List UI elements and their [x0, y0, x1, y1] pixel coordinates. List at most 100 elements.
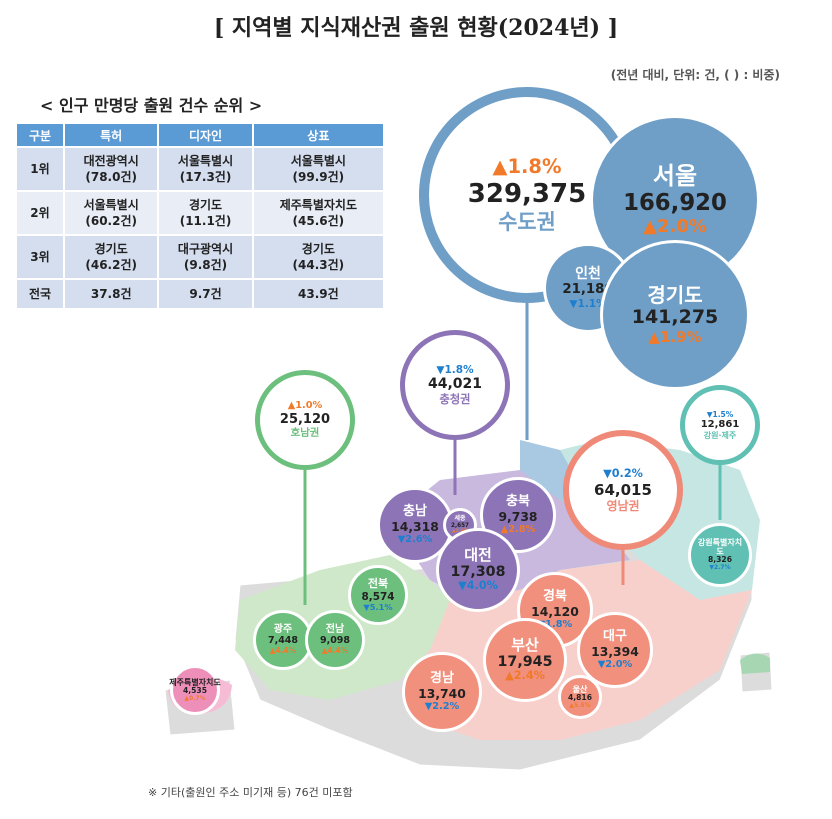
region-circle: 울산 4,816 ▲5.5% [558, 675, 602, 719]
group-value: 44,021 [427, 376, 483, 393]
table-cell: 2위 [17, 192, 63, 234]
group-name: 충청권 [439, 392, 471, 406]
region-value: 2,657 [451, 522, 469, 529]
table-cell: 서울특별시 (17.3건) [159, 148, 252, 190]
group-change: ▼1.5% [706, 409, 734, 419]
table-row: 1위 대전광역시 (78.0건) 서울특별시 (17.3건) 서울특별시 (99.9건) [17, 148, 383, 190]
pin-stems [303, 300, 722, 605]
ranking-title: < 인구 만명당 출원 건수 순위 > [40, 96, 263, 115]
region-circle: 대전 17,308 ▼4.0% [436, 528, 520, 612]
region-change: ▲5.5% [569, 701, 591, 709]
region-value: 17,308 [450, 563, 506, 580]
region-change: ▼2.6% [397, 533, 433, 545]
region-change: ▲4.4% [269, 645, 297, 655]
group-pin-2: ▲1.0% 25,120 호남권 [255, 370, 355, 470]
region-change: ▼1.1% [569, 297, 607, 310]
group-pin-4: ▼1.5% 12,861 강원·제주 [680, 385, 760, 465]
group-value: 64,015 [594, 480, 652, 499]
region-value: 13,740 [418, 686, 466, 701]
group-pin-3: ▼0.2% 64,015 영남권 [563, 430, 683, 550]
region-value: 4,535 [182, 685, 208, 695]
table-cell: 전국 [17, 280, 63, 308]
group-name: 호남권 [290, 427, 320, 440]
region-change: ▲2.0% [643, 215, 707, 237]
region-change: ▼2.0% [597, 658, 633, 670]
region-name: 경북 [543, 588, 567, 604]
region-change: ▼2.2% [424, 700, 460, 712]
region-value: 9,738 [498, 509, 538, 524]
region-name: 제주특별자치도 [169, 677, 221, 687]
region-change: ▲0.7% [184, 694, 206, 702]
region-name: 경기도 [647, 282, 703, 307]
table-cell: 제주특별자치도 (45.6건) [253, 192, 383, 234]
region-value: 8,574 [361, 590, 395, 603]
region-value: 14,120 [531, 604, 579, 619]
group-pin-1: ▼1.8% 44,021 충청권 [400, 330, 510, 440]
page-title: [ 지역별 지식재산권 출원 현황(2024년) ] [213, 15, 619, 41]
group-name: 수도권 [498, 209, 556, 234]
region-value: 9,098 [319, 634, 351, 646]
region-change: ▲4.4% [321, 645, 349, 655]
region-change: ▲2.4% [505, 669, 545, 683]
table-cell: 43.9건 [253, 280, 383, 308]
table-row: 전국 37.8건 9.7건 43.9건 [17, 280, 383, 308]
table-cell: 서울특별시 (99.9건) [253, 148, 383, 190]
table-cell: 대전광역시 (78.0건) [65, 148, 158, 190]
footnote: ※ 기타(출원인 주소 미기재 등) 76건 미포함 [148, 786, 353, 799]
table-cell: 경기도 (44.3건) [253, 236, 383, 278]
table-cell: 9.7건 [159, 280, 252, 308]
group-change: ▲1.0% [287, 400, 323, 412]
group-value: 329,375 [467, 178, 587, 209]
region-circle: 강원특별자치도 8,326 ▼2.7% [688, 523, 752, 587]
table-cell: 경기도 (11.1건) [159, 192, 252, 234]
group-change: ▼0.2% [603, 467, 643, 481]
region-value: 13,394 [591, 644, 639, 659]
region-name: 인천 [575, 266, 601, 283]
region-name: 광주 [273, 624, 293, 636]
region-value: 14,318 [391, 519, 439, 534]
region-change: ▲1.9% [648, 327, 702, 346]
table-cell: 1위 [17, 148, 63, 190]
table-row: 2위 서울특별시 (60.2건) 경기도 (11.1건) 제주특별자치도 (45.6건) [17, 192, 383, 234]
region-circle: 부산 17,945 ▲2.4% [483, 618, 567, 702]
region-change: ▼2.7% [709, 564, 731, 572]
table-cell: 3위 [17, 236, 63, 278]
region-name: 세종 [454, 514, 466, 522]
group-value: 12,861 [700, 418, 740, 430]
group-change: ▲1.8% [492, 155, 562, 179]
region-name: 전남 [325, 624, 345, 636]
region-change: ▼5.1% [363, 601, 393, 612]
group-name: 영남권 [606, 498, 640, 513]
table-header: 디자인 [159, 124, 252, 146]
region-name: 서울 [652, 161, 698, 190]
table-row: 3위 경기도 (46.2건) 대구광역시 (9.8건) 경기도 (44.3건) [17, 236, 383, 278]
region-name: 충남 [403, 503, 427, 519]
region-value: 21,180 [562, 282, 614, 298]
table-cell: 서울특별시 (60.2건) [65, 192, 158, 234]
region-name: 대구 [603, 628, 627, 644]
table-header: 구분 [17, 124, 63, 146]
region-name: 전북 [367, 576, 389, 590]
table-cell: 대구광역시 (9.8건) [159, 236, 252, 278]
region-circle: 전남 9,098 ▲4.4% [305, 610, 365, 670]
group-pin-0: ▲1.8% 329,375 수도권 [419, 87, 635, 303]
table-header: 특허 [65, 124, 158, 146]
region-value: 17,945 [497, 653, 553, 670]
region-value: 141,275 [631, 305, 719, 328]
region-change: ▼1.8% [537, 618, 573, 630]
unit-note: (전년 대비, 단위: 건, ( ) : 비중) [610, 68, 780, 82]
region-value: 7,448 [267, 634, 299, 646]
region-value: 8,326 [707, 555, 733, 565]
region-circle: 대구 13,394 ▼2.0% [577, 612, 653, 688]
region-value: 4,816 [567, 692, 593, 702]
region-name: 경남 [430, 670, 454, 686]
table-header: 상표 [253, 124, 383, 146]
group-value: 25,120 [279, 411, 331, 427]
region-name: 강원특별자치도 [697, 538, 743, 557]
ranking-table: 구분 특허 디자인 상표 1위 대전광역시 (78.0건) 서울특별시 (17.3건) 서울특별시… [15, 122, 385, 310]
region-value: 166,920 [623, 190, 727, 217]
region-circle: 제주특별자치도 4,535 ▲0.7% [169, 665, 221, 715]
region-change: ▲2.8% [500, 523, 536, 535]
group-change: ▼1.8% [436, 363, 474, 376]
region-name: 울산 [572, 684, 588, 694]
